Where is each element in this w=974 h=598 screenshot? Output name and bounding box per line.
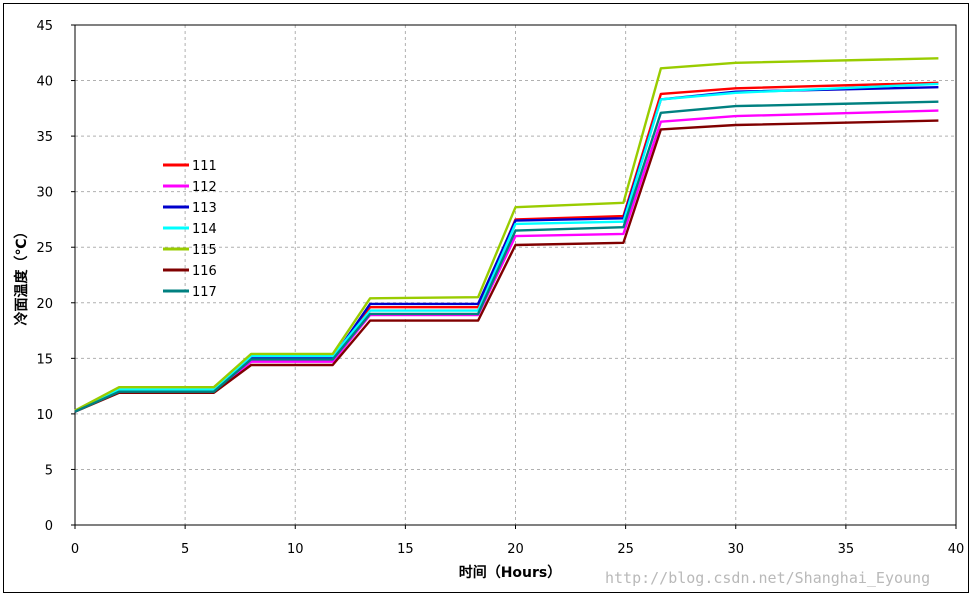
legend-label: 114 <box>192 222 217 237</box>
y-tick-label: 45 <box>36 19 53 34</box>
y-axis-title: 冷面温度（℃） <box>13 225 30 326</box>
y-tick-label: 20 <box>36 297 53 312</box>
x-tick-label: 30 <box>727 542 744 557</box>
x-tick-label: 20 <box>507 542 524 557</box>
x-tick-label: 0 <box>71 542 79 557</box>
y-tick-label: 0 <box>45 519 53 534</box>
series-lines <box>74 57 939 413</box>
x-tick-label: 40 <box>948 542 965 557</box>
legend-label: 117 <box>192 285 217 300</box>
legend-label: 115 <box>192 243 217 258</box>
legend-label: 116 <box>192 264 217 279</box>
chart-frame <box>3 3 969 593</box>
y-tick-label: 40 <box>36 75 53 90</box>
grid-lines <box>75 25 956 525</box>
x-tick-label: 15 <box>397 542 414 557</box>
x-tick-label: 25 <box>617 542 634 557</box>
legend-label: 113 <box>192 201 217 216</box>
y-tick-label: 10 <box>36 408 53 423</box>
x-tick-label: 10 <box>287 542 304 557</box>
series-line-115 <box>74 57 939 412</box>
series-line-114 <box>74 82 939 413</box>
x-tick-label: 5 <box>181 542 189 557</box>
y-tick-label: 25 <box>36 241 53 256</box>
legend: 111 112 113 114 115 116 117 <box>163 159 217 300</box>
y-tick-label: 5 <box>45 463 53 478</box>
legend-label: 112 <box>192 180 217 195</box>
x-axis-title: 时间（Hours） <box>459 564 562 581</box>
x-tick-label: 35 <box>838 542 855 557</box>
axis-ticks: 0 5 10 15 20 25 30 35 40 0 5 10 15 20 25 30 35 40 45 <box>36 19 964 557</box>
series-line-117 <box>74 100 939 413</box>
y-tick-label: 35 <box>36 130 53 145</box>
legend-label: 111 <box>192 159 217 174</box>
watermark-url: http://blog.csdn.net/Shanghai_Eyoung <box>605 569 930 587</box>
y-tick-label: 15 <box>36 352 53 367</box>
y-tick-label: 30 <box>36 186 53 201</box>
